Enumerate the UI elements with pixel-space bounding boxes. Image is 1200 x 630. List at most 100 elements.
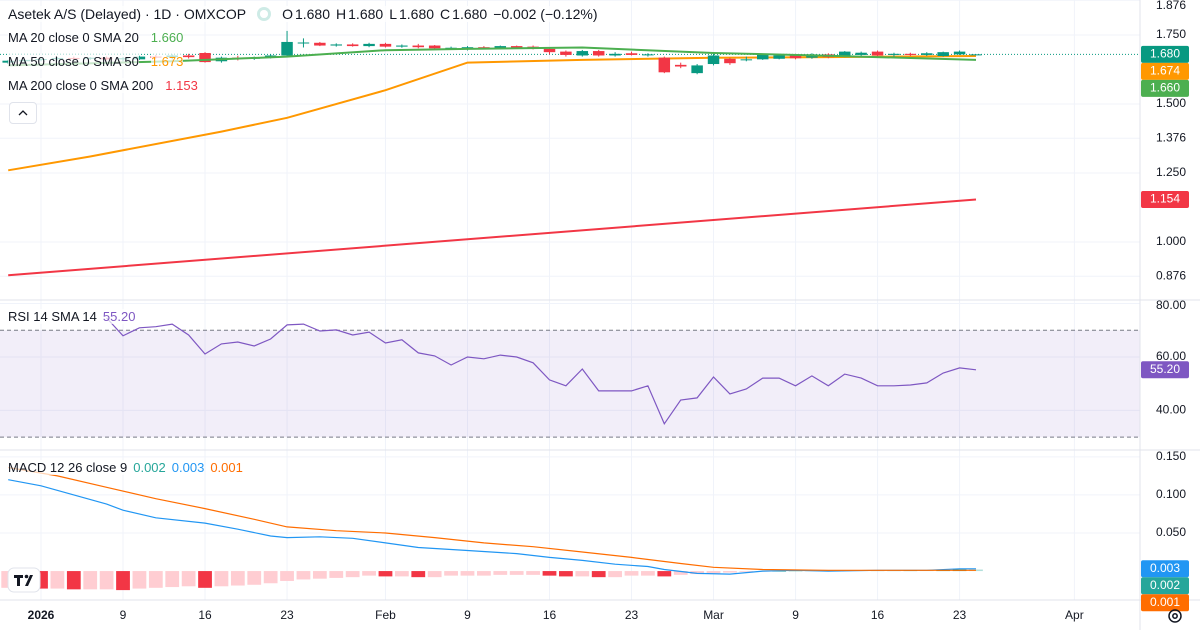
- candle-body: [346, 44, 359, 47]
- histogram-bar: [132, 571, 147, 589]
- line-series: [8, 466, 976, 571]
- ohlc-key: C: [440, 6, 451, 22]
- price-tag: [1141, 62, 1189, 80]
- ohlc-value: 1.680: [398, 6, 435, 22]
- y-tick-label: 0.150: [1156, 449, 1186, 463]
- ma-value: 1.153: [165, 78, 198, 93]
- tradingview-logo[interactable]: [7, 567, 41, 593]
- histogram-bar: [772, 571, 787, 572]
- line-series: [8, 55, 977, 172]
- candle-body: [937, 52, 949, 57]
- histogram-bar: [329, 571, 344, 578]
- histogram-bar: [148, 571, 163, 588]
- histogram-bar: [788, 570, 803, 572]
- y-tick-label: 1.500: [1156, 96, 1186, 110]
- histogram-bar: [723, 571, 737, 573]
- histogram-bar: [280, 571, 294, 581]
- candle-body: [707, 55, 720, 65]
- histogram-bar: [214, 571, 229, 587]
- gear-hub: [1172, 613, 1178, 619]
- ma-value: 1.660: [150, 30, 184, 45]
- histogram-bar: [460, 571, 475, 576]
- signal-value: 0.001: [210, 460, 243, 475]
- histogram-bar: [247, 571, 262, 585]
- macd-legend: MACD 12 26 close 9 0.002 0.003 0.001: [8, 460, 243, 475]
- candle-body: [855, 52, 867, 55]
- x-tick-label: 23: [625, 608, 639, 622]
- price-tag-label: 1.680: [1150, 47, 1180, 61]
- ohlc-item: H 1.680: [336, 6, 384, 22]
- price-tag-label: 55.20: [1150, 362, 1180, 376]
- histogram-value: 0.002: [133, 460, 166, 475]
- x-tick-label: Mar: [703, 608, 724, 622]
- candle-body: [363, 43, 375, 47]
- candle-body: [642, 54, 654, 56]
- candle-body: [888, 53, 900, 55]
- candle-body: [921, 53, 933, 55]
- ma-legend: MA 200 close 0 SMA 200 1.153: [8, 78, 198, 93]
- y-tick-label: 1.000: [1156, 234, 1186, 248]
- ohlc-value: 1.680: [452, 6, 488, 22]
- ohlc-key: H: [336, 6, 347, 22]
- candle-body: [740, 59, 753, 61]
- histogram-bar: [230, 571, 245, 586]
- candle-body: [494, 46, 507, 49]
- ohlc-value: 1.680: [294, 6, 331, 22]
- histogram-bar: [378, 571, 393, 577]
- line-series: [8, 479, 976, 575]
- settings-button[interactable]: [1168, 609, 1182, 623]
- chevron-path: [18, 110, 28, 116]
- ohlc-key: L: [389, 6, 397, 22]
- ohlc-values: O 1.680 H 1.680 L 1.680 C 1.680: [282, 6, 488, 22]
- ma-name: MA 20 close 0 SMA 20: [8, 30, 139, 45]
- price-tag-label: 0.003: [1150, 561, 1180, 575]
- histogram-bar: [165, 571, 180, 588]
- candle-body: [182, 55, 195, 58]
- collapse-legend-button[interactable]: [9, 102, 37, 124]
- histogram-bar: [657, 571, 672, 577]
- histogram-bar: [66, 571, 81, 590]
- candle-body: [839, 51, 851, 57]
- symbol-legend: Asetek A/S (Delayed) · 1D · OMXCOP O 1.68…: [8, 6, 598, 22]
- candle-body: [133, 56, 146, 60]
- histogram-bar: [99, 571, 114, 590]
- x-tick-label: 23: [953, 608, 967, 622]
- symbol-title: Asetek A/S (Delayed) · 1D · OMXCOP: [8, 6, 247, 22]
- price-tag-label: 1.154: [1150, 192, 1180, 206]
- macd-title: MACD 12 26 close 9: [8, 460, 128, 475]
- candle-body: [789, 54, 802, 59]
- histogram-bar: [493, 571, 508, 575]
- macd-value: 0.003: [171, 460, 205, 475]
- x-tick-label: 16: [198, 608, 212, 622]
- candle-body: [904, 53, 917, 55]
- histogram-bar: [673, 571, 688, 575]
- y-tick-label: 0.100: [1156, 487, 1186, 501]
- candle-body: [592, 51, 605, 56]
- ohlc-value: 1.680: [348, 6, 384, 22]
- x-tick-label: 9: [792, 608, 799, 622]
- y-tick-label: 80.00: [1156, 298, 1186, 312]
- ohlc-item: O 1.680: [282, 6, 331, 22]
- histogram-bar: [116, 571, 130, 591]
- x-tick-label: 9: [464, 608, 471, 622]
- price-tag-label: 1.660: [1150, 81, 1180, 95]
- candle-body: [970, 54, 982, 56]
- price-tag: [1141, 594, 1189, 612]
- price-tag-label: 0.001: [1150, 595, 1180, 609]
- candle-body: [724, 58, 736, 64]
- histogram-bar: [526, 571, 540, 575]
- candle-body: [199, 52, 211, 63]
- histogram-bar: [427, 571, 442, 578]
- price-tag: [1141, 560, 1189, 578]
- candle-body: [576, 51, 589, 56]
- histogram-bar: [542, 571, 557, 576]
- x-tick-label: 16: [543, 608, 557, 622]
- candle-body: [396, 45, 408, 47]
- histogram-bar: [706, 571, 721, 574]
- histogram-bar: [345, 571, 360, 578]
- rsi-band: [0, 330, 1140, 438]
- candle-body: [379, 43, 392, 47]
- gear-ring: [1168, 609, 1182, 623]
- candle-body: [428, 45, 441, 49]
